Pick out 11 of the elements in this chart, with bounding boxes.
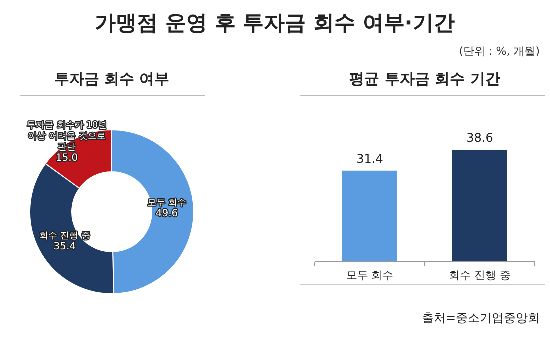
data-label: 38.6 bbox=[466, 131, 494, 145]
data-label: 31.4 bbox=[356, 152, 384, 166]
data-label: 15.0 bbox=[56, 153, 78, 164]
chart-subtitle: 투자금 회수 여부 bbox=[54, 70, 170, 88]
chart-title: 평균 투자금 회수 기간 bbox=[350, 70, 500, 88]
text: (단위 : %, 개월) bbox=[459, 45, 540, 58]
source-note: 출처=중소기업중앙회 bbox=[422, 311, 540, 325]
text: 가맹점 운영 후 투자금 회수 여부·기간 bbox=[95, 11, 455, 35]
data-label: 49.6 bbox=[156, 208, 178, 220]
data-label: 35.4 bbox=[54, 242, 76, 253]
slice-label: 회수 진행 중 bbox=[40, 232, 90, 242]
